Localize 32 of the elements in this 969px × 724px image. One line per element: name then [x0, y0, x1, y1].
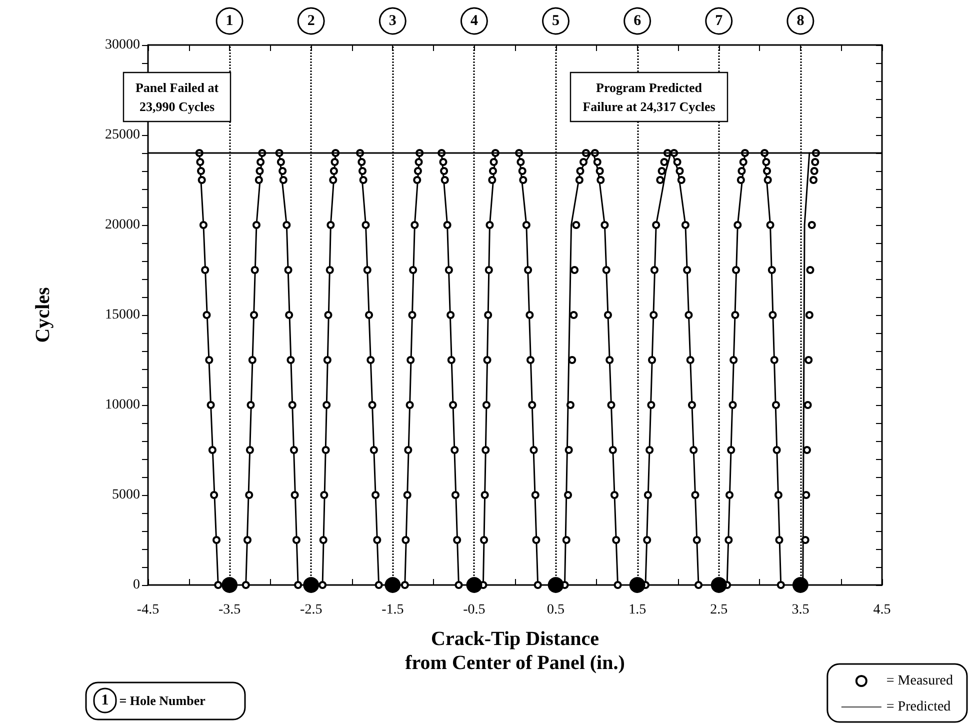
x-tick-label: 2.5	[710, 602, 728, 618]
y-tick-label: 25000	[105, 128, 140, 142]
annotation: 6	[634, 13, 642, 29]
y-tick-label: 15000	[105, 308, 140, 322]
annotation: 4	[470, 13, 478, 29]
annotation: 8	[796, 13, 804, 29]
annotation: 7	[715, 13, 724, 29]
x-tick-label: 0.5	[547, 602, 565, 618]
y-tick-label: 5000	[112, 488, 140, 502]
x-tick-label: -2.5	[300, 602, 322, 618]
y-tick-label: 20000	[105, 218, 140, 232]
x-tick-label: 3.5	[792, 602, 810, 618]
x-tick-label: -1.5	[382, 602, 404, 618]
x-tick-label: 4.5	[873, 602, 891, 618]
annotation: 2	[307, 13, 315, 29]
x-tick-label: -4.5	[136, 602, 160, 618]
x-tick-label: -0.5	[463, 602, 486, 618]
y-tick-label: 10000	[105, 398, 140, 412]
y-tick-label: 30000	[105, 38, 140, 52]
y-tick-label: 0	[133, 578, 140, 592]
x-axis-title: Crack-Tip Distance from Center of Panel (in.)	[405, 628, 625, 674]
annotation: 5	[552, 13, 560, 29]
annotation: 3	[388, 13, 396, 29]
legend-label: = Measured	[886, 674, 954, 688]
y-axis-title: Cycles	[32, 287, 54, 343]
annotation: 1	[226, 13, 234, 29]
text: 1 = Hole Number	[101, 692, 206, 708]
x-tick-label: 1.5	[628, 602, 646, 618]
x-tick-label: -3.5	[218, 602, 241, 618]
annotation: Panel Failed at 23,990 Cycles	[135, 80, 220, 114]
annotation: Program Predicted Failure at 24,317 Cycles	[582, 80, 716, 114]
legend-label: = Predicted	[886, 700, 951, 714]
